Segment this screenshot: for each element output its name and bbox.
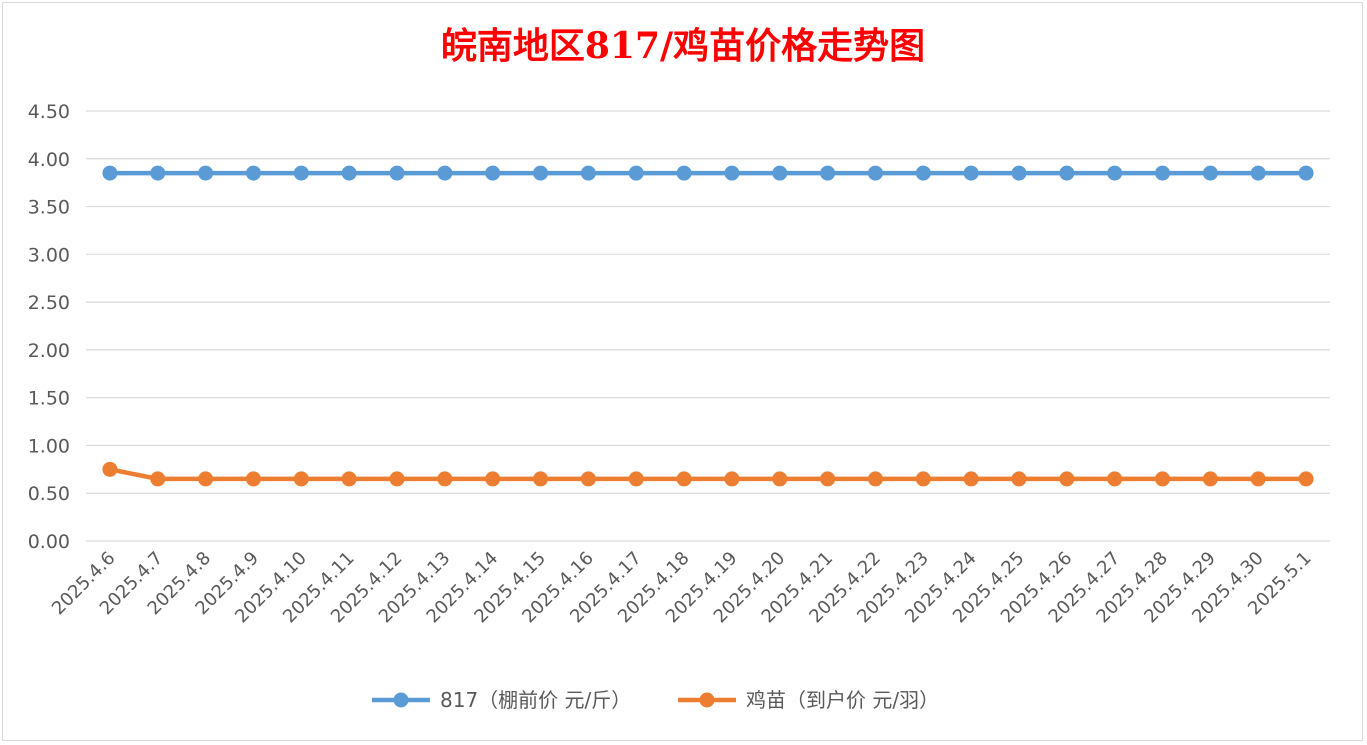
data-point — [1298, 471, 1314, 487]
data-point — [245, 471, 261, 487]
data-point — [820, 165, 836, 181]
data-point — [772, 165, 788, 181]
series-0 — [102, 165, 1314, 181]
y-tick-label: 0.00 — [28, 531, 70, 553]
data-point — [293, 165, 309, 181]
chart-title: 皖南地区817/鸡苗价格走势图 — [441, 25, 925, 67]
y-tick-label: 2.50 — [28, 292, 70, 314]
y-tick-label: 0.50 — [28, 483, 70, 505]
data-point — [1155, 471, 1171, 487]
data-point — [1298, 165, 1314, 181]
data-point — [485, 165, 501, 181]
data-point — [1202, 471, 1218, 487]
data-point — [150, 165, 166, 181]
legend-item-1: 鸡苗（到户价 元/羽） — [678, 688, 939, 712]
data-point — [485, 471, 501, 487]
y-tick-label: 4.00 — [28, 149, 70, 171]
data-point — [150, 471, 166, 487]
data-point — [1155, 165, 1171, 181]
data-point — [437, 471, 453, 487]
data-point — [1250, 165, 1266, 181]
data-point — [533, 165, 549, 181]
data-point — [437, 165, 453, 181]
data-point — [533, 471, 549, 487]
series-1 — [102, 461, 1314, 487]
data-point — [1059, 165, 1075, 181]
data-point — [676, 165, 692, 181]
data-point — [1107, 471, 1123, 487]
data-point — [628, 165, 644, 181]
data-point — [389, 471, 405, 487]
data-point — [102, 461, 118, 477]
y-tick-label: 2.00 — [28, 340, 70, 362]
data-point — [772, 471, 788, 487]
data-point — [867, 471, 883, 487]
gridlines — [86, 110, 1330, 542]
legend-marker — [699, 692, 715, 708]
series-line — [107, 467, 1309, 482]
legend-label: 817（棚前价 元/斤） — [440, 688, 631, 712]
y-axis: 0.00 0.50 1.00 1.50 2.00 2.50 3.00 3.50 4.00 4.50 — [28, 101, 70, 553]
legend: 817（棚前价 元/斤） 鸡苗（到户价 元/羽） — [372, 688, 939, 712]
series-group — [102, 165, 1314, 487]
data-point — [1059, 471, 1075, 487]
data-point — [389, 165, 405, 181]
data-point — [102, 165, 118, 181]
x-axis: 2025.4.62025.4.72025.4.82025.4.92025.4.1… — [48, 548, 1316, 628]
data-point — [676, 471, 692, 487]
data-point — [724, 165, 740, 181]
data-point — [580, 165, 596, 181]
data-point — [963, 471, 979, 487]
y-tick-label: 1.50 — [28, 388, 70, 410]
legend-marker — [393, 692, 409, 708]
data-point — [198, 165, 214, 181]
data-point — [628, 471, 644, 487]
data-point — [341, 471, 357, 487]
data-point — [820, 471, 836, 487]
data-point — [293, 471, 309, 487]
data-point — [1202, 165, 1218, 181]
data-point — [867, 165, 883, 181]
data-point — [1107, 165, 1123, 181]
legend-item-0: 817（棚前价 元/斤） — [372, 688, 631, 712]
data-point — [1011, 165, 1027, 181]
data-point — [915, 471, 931, 487]
data-point — [1011, 471, 1027, 487]
y-tick-label: 1.00 — [28, 435, 70, 457]
data-point — [198, 471, 214, 487]
y-tick-label: 3.50 — [28, 197, 70, 219]
data-point — [724, 471, 740, 487]
data-point — [963, 165, 979, 181]
data-point — [341, 165, 357, 181]
y-tick-label: 3.00 — [28, 244, 70, 266]
y-tick-label: 4.50 — [28, 101, 70, 123]
data-point — [1250, 471, 1266, 487]
data-point — [915, 165, 931, 181]
legend-label: 鸡苗（到户价 元/羽） — [746, 688, 939, 712]
data-point — [580, 471, 596, 487]
data-point — [245, 165, 261, 181]
